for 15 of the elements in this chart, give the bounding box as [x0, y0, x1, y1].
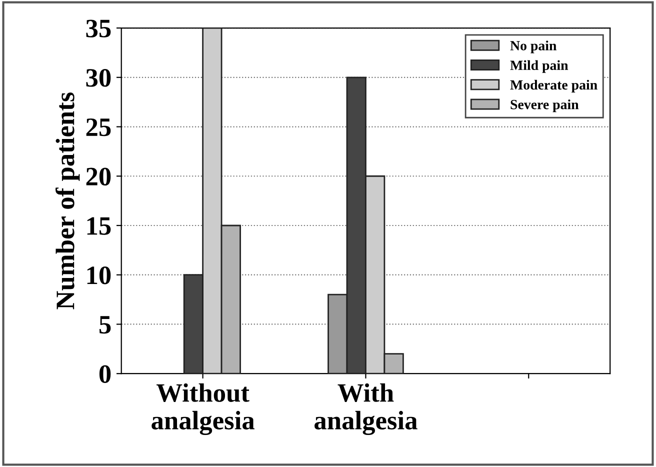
x-tick-label: Without analgesia — [152, 383, 254, 436]
y-tick-label: 30 — [86, 68, 111, 87]
legend-label: Mild pain — [510, 60, 568, 73]
y-axis-title: Number of patients — [55, 92, 80, 310]
y-tick-label: 20 — [86, 168, 111, 186]
y-tick-label: 5 — [100, 316, 111, 334]
y-tick-label: 35 — [86, 20, 111, 38]
y-tick-label: 25 — [86, 118, 111, 136]
x-tick-label: With analgesia — [314, 383, 418, 436]
legend-label: No pain — [510, 40, 557, 54]
legend-label: Moderate pain — [510, 80, 598, 92]
y-tick-label: 0 — [99, 365, 111, 384]
y-tick-label: 15 — [87, 217, 111, 235]
y-tick-label: 10 — [87, 266, 111, 284]
legend-label: Severe pain — [510, 99, 579, 112]
